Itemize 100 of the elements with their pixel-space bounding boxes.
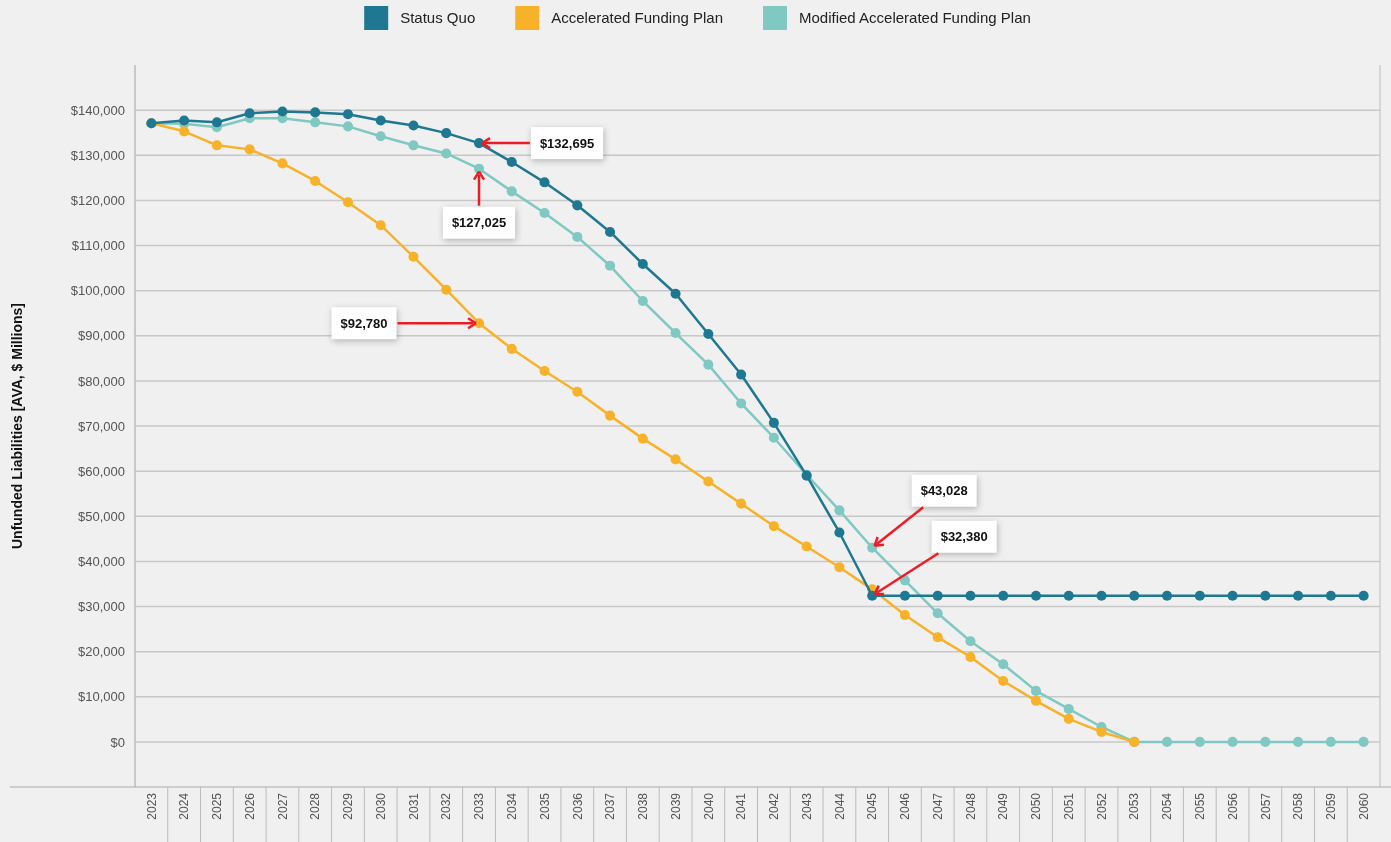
x-tick-label: 2041: [734, 792, 749, 820]
legend-label: Status Quo: [400, 9, 476, 27]
y-tick-label: $90,000: [78, 328, 125, 344]
point: [277, 158, 288, 169]
x-tick-label: 2025: [210, 792, 225, 820]
x-tick-label: 2033: [472, 792, 487, 820]
point: [637, 295, 648, 307]
point: [539, 207, 550, 219]
point: [801, 541, 812, 552]
point: [441, 284, 452, 295]
x-tick-label: 2044: [832, 792, 847, 820]
point: [736, 369, 747, 380]
x-tick-label: 2060: [1356, 792, 1371, 820]
x-tick-label: 2053: [1127, 792, 1142, 820]
x-tick-label: 2031: [406, 792, 421, 820]
point: [1260, 590, 1271, 601]
point: [670, 288, 681, 299]
x-tick-label: 2046: [898, 792, 913, 820]
y-tick-label: $70,000: [78, 418, 125, 434]
x-tick-label: 2052: [1094, 792, 1109, 820]
point: [310, 107, 321, 118]
point: [932, 632, 943, 643]
point: [998, 675, 1009, 686]
point: [408, 140, 419, 151]
x-tick-label: 2057: [1258, 792, 1273, 820]
legend-label: Accelerated Funding Plan: [551, 9, 724, 27]
point: [539, 177, 550, 188]
point: [310, 117, 321, 128]
point: [375, 131, 386, 142]
point: [605, 410, 616, 421]
point: [342, 197, 354, 208]
point: [244, 144, 255, 155]
point: [1194, 736, 1205, 747]
point: [1260, 736, 1271, 747]
x-tick-label: 2023: [144, 792, 159, 820]
point: [637, 258, 648, 270]
point: [179, 126, 190, 137]
x-tick-label: 2028: [308, 792, 323, 820]
y-tick-label: $20,000: [78, 644, 125, 660]
point: [441, 148, 452, 159]
point: [834, 527, 845, 538]
point: [1325, 590, 1336, 601]
x-tick-label: 2040: [701, 792, 716, 820]
point: [1227, 590, 1238, 601]
point: [1063, 713, 1074, 724]
y-axis-title: Unfunded Liabilities [AVA, $ Millions]: [9, 302, 25, 550]
x-tick-label: 2058: [1291, 792, 1306, 820]
x-tick-label: 2027: [275, 792, 290, 820]
annotation: $127,025: [451, 215, 507, 231]
y-tick-label: $110,000: [71, 238, 125, 254]
point: [768, 417, 779, 428]
x-tick-label: 2036: [570, 792, 585, 820]
annotation: $132,695: [539, 135, 595, 151]
x-tick-label: 2047: [930, 792, 945, 820]
point: [1030, 590, 1042, 601]
x-tick-label: 2032: [439, 792, 454, 820]
point: [965, 652, 976, 663]
point: [637, 433, 648, 444]
point: [834, 562, 845, 573]
x-tick-label: 2054: [1160, 792, 1175, 820]
point: [572, 386, 583, 397]
point: [899, 590, 910, 601]
x-tick-label: 2037: [603, 792, 618, 820]
y-tick-label: $30,000: [78, 599, 125, 615]
point: [1030, 685, 1042, 696]
point: [1293, 736, 1304, 747]
point: [670, 328, 681, 339]
point: [899, 575, 910, 586]
point: [539, 365, 550, 376]
y-tick-label: $100,000: [70, 283, 125, 299]
point: [572, 231, 583, 242]
point: [703, 359, 714, 370]
x-tick-label: 2029: [341, 792, 356, 820]
point: [899, 610, 910, 621]
x-tick-label: 2049: [996, 792, 1011, 820]
x-tick-label: 2050: [1029, 792, 1044, 820]
legend-label: Modified Accelerated Funding Plan: [799, 9, 1031, 27]
x-tick-label: 2048: [963, 792, 978, 820]
x-tick-label: 2035: [537, 792, 552, 820]
x-tick-label: 2059: [1324, 792, 1339, 820]
point: [211, 140, 222, 151]
point: [1227, 736, 1238, 747]
point: [998, 590, 1009, 601]
point: [1161, 736, 1173, 747]
point: [1358, 590, 1369, 601]
x-tick-label: 2038: [636, 792, 651, 820]
point: [1194, 590, 1205, 601]
annotation: $32,380: [940, 529, 988, 545]
point: [310, 175, 321, 187]
point: [277, 106, 288, 117]
x-tick-label: 2026: [242, 792, 257, 820]
point: [605, 260, 616, 271]
y-tick-label: $120,000: [70, 193, 125, 209]
y-tick-label: $130,000: [70, 147, 125, 163]
annotation: $43,028: [920, 483, 968, 499]
point: [244, 108, 255, 119]
point: [1063, 703, 1074, 714]
point: [375, 220, 386, 231]
point: [375, 115, 386, 126]
x-tick-label: 2056: [1225, 792, 1240, 820]
